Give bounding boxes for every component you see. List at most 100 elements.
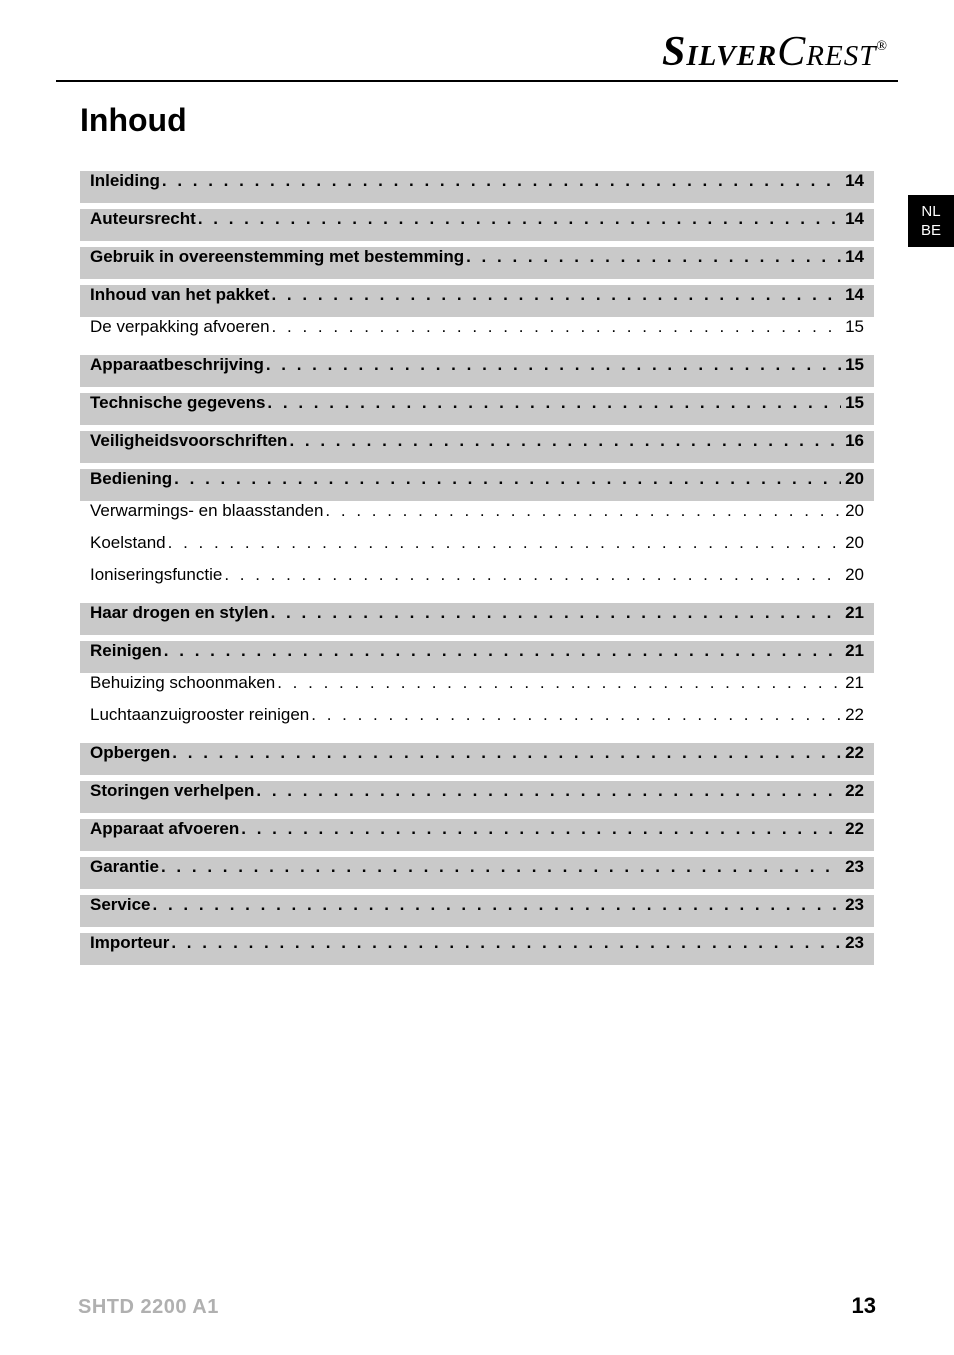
toc-label: Service bbox=[90, 895, 151, 915]
toc-section-row: Service 23 bbox=[80, 895, 874, 927]
dot-leader bbox=[271, 285, 841, 305]
toc-subitem-row: Ioniseringsfunctie 20 bbox=[80, 565, 874, 597]
toc-subitem-row: Behuizing schoonmaken 21 bbox=[80, 673, 874, 705]
dot-leader bbox=[289, 431, 841, 451]
dot-leader bbox=[266, 355, 841, 375]
brand-logo: SilverCrest® bbox=[56, 28, 898, 76]
toc-label: Haar drogen en stylen bbox=[90, 603, 269, 623]
page-number: 13 bbox=[852, 1293, 876, 1319]
toc-page-number: 14 bbox=[843, 285, 864, 305]
dot-leader bbox=[198, 209, 841, 229]
language-tab: NL BE bbox=[908, 195, 954, 247]
toc-label: Storingen verhelpen bbox=[90, 781, 254, 801]
toc-page-number: 22 bbox=[843, 743, 864, 763]
dot-leader bbox=[311, 705, 841, 725]
table-of-contents: Inleiding 14 Auteursrecht 14 Gebruik in over… bbox=[56, 171, 898, 965]
toc-page-number: 21 bbox=[843, 603, 864, 623]
brand-part2: Crest bbox=[777, 29, 876, 75]
dot-leader bbox=[271, 603, 842, 623]
toc-section-row: Storingen verhelpen 22 bbox=[80, 781, 874, 813]
document-page: SilverCrest® Inhoud Inleiding14Auteursre… bbox=[0, 0, 954, 1355]
toc-page-number: 20 bbox=[843, 565, 864, 585]
toc-label: Auteursrecht bbox=[90, 209, 196, 229]
toc-page-number: 14 bbox=[843, 247, 864, 267]
toc-page-number: 14 bbox=[843, 171, 864, 191]
toc-label: Inleiding bbox=[90, 171, 160, 191]
toc-page-number: 23 bbox=[843, 895, 864, 915]
toc-subitem-row: De verpakking afvoeren 15 bbox=[80, 317, 874, 349]
language-line-2: BE bbox=[908, 221, 954, 241]
toc-section-row: Apparaatbeschrijving 15 bbox=[80, 355, 874, 387]
toc-page-number: 16 bbox=[843, 431, 864, 451]
toc-page-number: 15 bbox=[843, 355, 864, 375]
toc-label: Gebruik in overeenstemming met bestemmin… bbox=[90, 247, 464, 267]
toc-page-number: 15 bbox=[843, 393, 864, 413]
toc-page-number: 21 bbox=[843, 673, 864, 693]
dot-leader bbox=[174, 469, 841, 489]
toc-label: Apparaat afvoeren bbox=[90, 819, 239, 839]
toc-label: Veiligheidsvoorschriften bbox=[90, 431, 287, 451]
registered-mark: ® bbox=[876, 39, 888, 54]
toc-section-row: Inleiding 14 bbox=[80, 171, 874, 203]
model-number: SHTD 2200 A1 bbox=[78, 1296, 219, 1319]
toc-label: Koelstand bbox=[90, 533, 166, 553]
toc-page-number: 23 bbox=[843, 933, 864, 953]
dot-leader bbox=[161, 857, 841, 877]
dot-leader bbox=[272, 317, 842, 337]
toc-section-row: Auteursrecht 14 bbox=[80, 209, 874, 241]
toc-page-number: 20 bbox=[843, 469, 864, 489]
dot-leader bbox=[267, 393, 841, 413]
toc-label: De verpakking afvoeren bbox=[90, 317, 270, 337]
dot-leader bbox=[153, 895, 842, 915]
brand-part1: Silver bbox=[662, 29, 777, 75]
toc-page-number: 15 bbox=[843, 317, 864, 337]
header-divider bbox=[56, 80, 898, 82]
page-title: Inhoud bbox=[80, 102, 874, 139]
toc-page-number: 23 bbox=[843, 857, 864, 877]
toc-page-number: 22 bbox=[843, 705, 864, 725]
toc-page-number: 20 bbox=[843, 501, 864, 521]
toc-section-row: Opbergen 22 bbox=[80, 743, 874, 775]
dot-leader bbox=[224, 565, 841, 585]
toc-section-row: Garantie 23 bbox=[80, 857, 874, 889]
toc-section-row: Reinigen 21 bbox=[80, 641, 874, 673]
toc-label: Reinigen bbox=[90, 641, 162, 661]
toc-label: Importeur bbox=[90, 933, 169, 953]
toc-label: Apparaatbeschrijving bbox=[90, 355, 264, 375]
dot-leader bbox=[241, 819, 841, 839]
toc-label: Technische gegevens bbox=[90, 393, 265, 413]
dot-leader bbox=[172, 743, 841, 763]
language-line-1: NL bbox=[908, 202, 954, 222]
toc-label: Ioniseringsfunctie bbox=[90, 565, 222, 585]
page-footer: SHTD 2200 A1 13 bbox=[78, 1293, 876, 1319]
dot-leader bbox=[168, 533, 841, 553]
dot-leader bbox=[162, 171, 841, 191]
dot-leader bbox=[171, 933, 841, 953]
toc-section-row: Gebruik in overeenstemming met bestemmin… bbox=[80, 247, 874, 279]
toc-section-row: Haar drogen en stylen 21 bbox=[80, 603, 874, 635]
toc-section-row: Apparaat afvoeren 22 bbox=[80, 819, 874, 851]
toc-page-number: 22 bbox=[843, 781, 864, 801]
toc-label: Bediening bbox=[90, 469, 172, 489]
dot-leader bbox=[325, 501, 841, 521]
toc-label: Garantie bbox=[90, 857, 159, 877]
toc-page-number: 21 bbox=[843, 641, 864, 661]
toc-page-number: 14 bbox=[843, 209, 864, 229]
toc-page-number: 22 bbox=[843, 819, 864, 839]
toc-label: Opbergen bbox=[90, 743, 170, 763]
dot-leader bbox=[466, 247, 841, 267]
toc-label: Inhoud van het pakket bbox=[90, 285, 269, 305]
toc-section-row: Veiligheidsvoorschriften 16 bbox=[80, 431, 874, 463]
toc-section-row: Technische gegevens 15 bbox=[80, 393, 874, 425]
toc-subitem-row: Luchtaanzuigrooster reinigen 22 bbox=[80, 705, 874, 737]
toc-label: Behuizing schoonmaken bbox=[90, 673, 275, 693]
dot-leader bbox=[277, 673, 841, 693]
toc-page-number: 20 bbox=[843, 533, 864, 553]
dot-leader bbox=[164, 641, 841, 661]
toc-label: Verwarmings- en blaasstanden bbox=[90, 501, 323, 521]
toc-section-row: Bediening 20 bbox=[80, 469, 874, 501]
toc-section-row: Importeur 23 bbox=[80, 933, 874, 965]
dot-leader bbox=[256, 781, 841, 801]
toc-subitem-row: Verwarmings- en blaasstanden 20 bbox=[80, 501, 874, 533]
toc-label: Luchtaanzuigrooster reinigen bbox=[90, 705, 309, 725]
